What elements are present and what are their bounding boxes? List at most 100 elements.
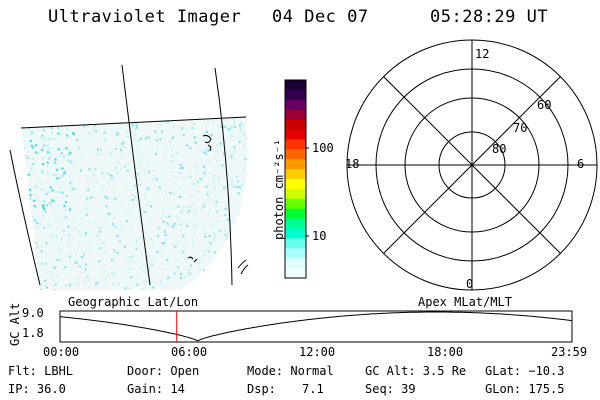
image-pixel bbox=[71, 215, 74, 218]
image-pixel bbox=[244, 172, 246, 175]
image-pixel bbox=[179, 252, 182, 255]
image-pixel bbox=[156, 234, 159, 237]
image-pixel bbox=[92, 127, 95, 130]
image-pixel bbox=[132, 150, 135, 153]
image-pixel bbox=[71, 163, 74, 166]
image-pixel bbox=[134, 267, 137, 270]
image-pixel bbox=[216, 150, 219, 153]
image-pixel bbox=[191, 228, 194, 231]
image-pixel bbox=[58, 245, 60, 248]
image-pixel bbox=[49, 152, 52, 155]
image-pixel bbox=[180, 210, 183, 213]
image-pixel bbox=[239, 130, 242, 133]
image-pixel bbox=[55, 216, 57, 219]
image-pixel bbox=[41, 136, 44, 139]
image-pixel bbox=[213, 182, 216, 185]
image-pixel bbox=[203, 223, 206, 225]
image-pixel bbox=[116, 172, 119, 175]
timeline-ylabel: GC Alt bbox=[8, 302, 22, 346]
image-pixel bbox=[132, 171, 134, 174]
image-pixel bbox=[213, 235, 216, 238]
image-pixel bbox=[187, 274, 190, 277]
image-pixel bbox=[52, 209, 55, 212]
image-pixel bbox=[187, 272, 190, 275]
image-pixel bbox=[46, 161, 49, 164]
image-pixel bbox=[147, 136, 150, 139]
image-pixel bbox=[99, 230, 102, 233]
image-pixel bbox=[39, 223, 42, 225]
image-pixel bbox=[168, 279, 171, 281]
image-pixel bbox=[84, 246, 87, 249]
image-pixel bbox=[55, 177, 58, 180]
image-pixel bbox=[202, 228, 205, 231]
image-pixel bbox=[54, 173, 57, 176]
image-pixel bbox=[135, 247, 138, 250]
image-pixel bbox=[151, 263, 154, 266]
image-pixel bbox=[163, 242, 165, 245]
image-pixel bbox=[118, 162, 121, 165]
image-pixel bbox=[139, 164, 142, 167]
image-pixel bbox=[65, 147, 68, 150]
image-pixel bbox=[109, 213, 112, 215]
image-pixel bbox=[57, 148, 60, 151]
image-pixel bbox=[203, 202, 206, 205]
image-pixel bbox=[144, 194, 147, 197]
image-pixel bbox=[217, 170, 220, 173]
image-pixel bbox=[190, 195, 193, 197]
image-pixel bbox=[34, 247, 37, 250]
image-pixel bbox=[235, 175, 238, 178]
image-pixel bbox=[212, 239, 215, 242]
image-pixel bbox=[114, 260, 117, 263]
image-pixel bbox=[142, 287, 145, 290]
image-pixel bbox=[141, 206, 144, 209]
image-pixel bbox=[205, 186, 208, 188]
image-pixel bbox=[127, 268, 130, 271]
image-pixel bbox=[58, 177, 61, 180]
image-pixel bbox=[123, 223, 125, 226]
image-pixel bbox=[34, 151, 37, 154]
image-pixel bbox=[68, 284, 71, 287]
image-pixel bbox=[188, 210, 191, 212]
image-pixel bbox=[85, 213, 88, 216]
image-pixel bbox=[135, 127, 137, 130]
image-pixel bbox=[74, 227, 77, 230]
image-pixel bbox=[56, 156, 58, 159]
image-pixel bbox=[56, 259, 59, 261]
image-pixel bbox=[146, 251, 148, 254]
image-pixel bbox=[110, 175, 113, 178]
image-pixel bbox=[158, 227, 161, 230]
image-pixel bbox=[206, 239, 209, 242]
image-pixel bbox=[102, 188, 104, 191]
image-pixel bbox=[189, 206, 192, 209]
image-pixel bbox=[156, 228, 159, 231]
image-pixel bbox=[139, 237, 142, 239]
colorbar-segment bbox=[285, 248, 306, 259]
image-pixel bbox=[224, 207, 227, 210]
coastline bbox=[187, 256, 198, 263]
image-pixel bbox=[63, 205, 66, 208]
image-pixel bbox=[166, 206, 169, 209]
image-pixel bbox=[126, 123, 129, 126]
image-pixel bbox=[164, 234, 167, 237]
colorbar-segment bbox=[285, 179, 306, 190]
mlt-label-6: 6 bbox=[577, 157, 585, 171]
image-pixel bbox=[98, 227, 100, 229]
image-pixel bbox=[189, 141, 191, 144]
image-pixel bbox=[209, 191, 212, 194]
image-pixel bbox=[74, 204, 77, 207]
image-pixel bbox=[185, 150, 188, 153]
image-pixel bbox=[36, 246, 39, 248]
image-pixel bbox=[94, 221, 97, 224]
image-pixel bbox=[112, 223, 114, 226]
image-pixel bbox=[95, 181, 98, 184]
image-pixel bbox=[56, 168, 59, 171]
image-pixel bbox=[140, 184, 142, 186]
image-pixel bbox=[32, 146, 35, 149]
grid-line bbox=[121, 64, 151, 286]
image-pixel bbox=[169, 141, 172, 144]
image-pixel bbox=[118, 240, 121, 243]
image-pixel bbox=[144, 139, 147, 142]
image-pixel bbox=[128, 256, 131, 259]
